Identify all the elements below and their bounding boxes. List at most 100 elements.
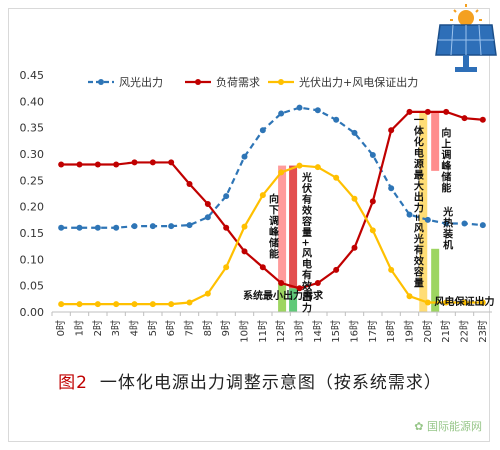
x-tick-label: 11时 xyxy=(257,320,269,343)
series-point-3 xyxy=(278,169,285,176)
series-point-2 xyxy=(461,115,468,122)
figure-caption: 图2 一体化电源出力调整示意图（按系统需求） xyxy=(0,368,500,393)
x-tick-label: 5时 xyxy=(147,320,159,336)
legend-marker-3 xyxy=(278,79,284,85)
band-20h-red xyxy=(431,111,440,171)
y-tick-label: 0.35 xyxy=(20,122,45,135)
x-tick-label: 2时 xyxy=(92,320,104,336)
legend-marker-2 xyxy=(195,79,201,85)
series-point-3 xyxy=(259,192,266,199)
series-point-2 xyxy=(314,280,321,287)
series-point-2 xyxy=(278,280,285,287)
series-point-2 xyxy=(479,116,486,123)
series-point-2 xyxy=(406,108,413,115)
series-point-2 xyxy=(424,108,431,115)
series-point-3 xyxy=(443,299,450,306)
x-tick-label: 12时 xyxy=(275,320,287,343)
series-point-3 xyxy=(113,301,120,308)
series-point-2 xyxy=(259,264,266,271)
series-line-2 xyxy=(61,110,483,290)
series-point-1 xyxy=(113,224,120,231)
y-tick-label: 0.45 xyxy=(20,69,45,82)
y-tick-label: 0.10 xyxy=(20,253,45,266)
series-point-1 xyxy=(131,223,138,230)
series-point-3 xyxy=(241,223,248,230)
legend-label-3: 光伏出力+风电保证出力 xyxy=(299,75,418,89)
series-point-2 xyxy=(131,159,138,166)
series-point-3 xyxy=(479,299,486,306)
y-tick-label: 0.00 xyxy=(20,306,45,319)
series-point-1 xyxy=(333,116,340,123)
band-20h-yellow xyxy=(419,111,428,312)
series-point-1 xyxy=(424,216,431,223)
series-point-3 xyxy=(76,301,83,308)
series-point-1 xyxy=(58,224,65,231)
x-tick-label: 3时 xyxy=(110,320,122,336)
series-point-2 xyxy=(223,224,230,231)
series-point-1 xyxy=(94,224,101,231)
series-point-3 xyxy=(131,301,138,308)
x-tick-label: 14时 xyxy=(312,320,324,343)
y-tick-label: 0.30 xyxy=(20,148,45,161)
series-point-1 xyxy=(296,104,303,111)
y-tick-label: 0.15 xyxy=(20,227,45,240)
figure-title: 一体化电源出力调整示意图（按系统需求） xyxy=(99,373,442,393)
ann-up-peak: 向上调峰储能 xyxy=(439,126,452,193)
series-point-1 xyxy=(241,153,248,160)
series-point-2 xyxy=(113,161,120,168)
x-tick-label: 21时 xyxy=(440,320,452,343)
x-tick-label: 9时 xyxy=(220,320,232,336)
ann-pv-effective: 光伏有效容量+风电有效出力 xyxy=(300,171,313,314)
y-tick-label: 0.25 xyxy=(20,174,45,187)
ann-wind-guarantee: 风电保证出力 xyxy=(435,295,495,308)
ann-down-peak: 向下调峰储能 xyxy=(267,192,280,259)
legend-label-1: 风光出力 xyxy=(119,75,163,89)
ann-sys-min: 系统最小出力需求 xyxy=(243,289,324,302)
series-line-1 xyxy=(61,106,483,229)
series-point-3 xyxy=(149,301,156,308)
series-point-2 xyxy=(296,285,303,292)
series-point-3 xyxy=(58,301,65,308)
legend-marker-1 xyxy=(98,79,104,85)
series-point-1 xyxy=(186,222,193,229)
y-tick-label: 0.20 xyxy=(20,201,45,214)
band-13h-green xyxy=(278,283,287,312)
series-point-1 xyxy=(278,110,285,117)
series-point-3 xyxy=(351,195,358,202)
series-point-2 xyxy=(168,159,175,166)
legend-label-2: 负荷需求 xyxy=(216,75,260,89)
band-20h-green xyxy=(431,248,440,312)
band-13h-red xyxy=(278,165,287,284)
x-tick-label: 10时 xyxy=(239,320,251,343)
series-point-2 xyxy=(388,127,395,134)
series-point-1 xyxy=(406,211,413,218)
series-point-1 xyxy=(388,185,395,192)
y-tick-label: 0.05 xyxy=(20,280,45,293)
series-point-1 xyxy=(351,129,358,136)
x-tick-label: 16时 xyxy=(349,320,361,343)
x-tick-label: 13时 xyxy=(294,320,306,343)
band-13h-green2 xyxy=(289,288,298,312)
series-point-1 xyxy=(461,220,468,227)
series-point-3 xyxy=(461,299,468,306)
series-point-2 xyxy=(369,198,376,205)
series-point-1 xyxy=(168,223,175,230)
series-point-2 xyxy=(333,266,340,273)
series-point-2 xyxy=(58,161,65,168)
series-point-1 xyxy=(223,193,230,200)
series-point-2 xyxy=(149,159,156,166)
x-tick-label: 18时 xyxy=(385,320,397,343)
series-line-3 xyxy=(61,164,483,306)
series-point-3 xyxy=(369,227,376,234)
series-point-2 xyxy=(351,244,358,251)
figure-number: 图2 xyxy=(58,373,88,393)
x-tick-label: 15时 xyxy=(330,320,342,343)
series-point-1 xyxy=(369,152,376,159)
x-tick-label: 4时 xyxy=(129,320,141,336)
watermark-logo: ✿ 国际能源网 xyxy=(414,420,482,433)
series-point-1 xyxy=(314,107,321,114)
ann-csp: 光热装机 xyxy=(441,205,454,250)
x-tick-label: 23时 xyxy=(477,320,489,343)
series-point-3 xyxy=(168,301,175,308)
x-tick-label: 20时 xyxy=(422,320,434,343)
